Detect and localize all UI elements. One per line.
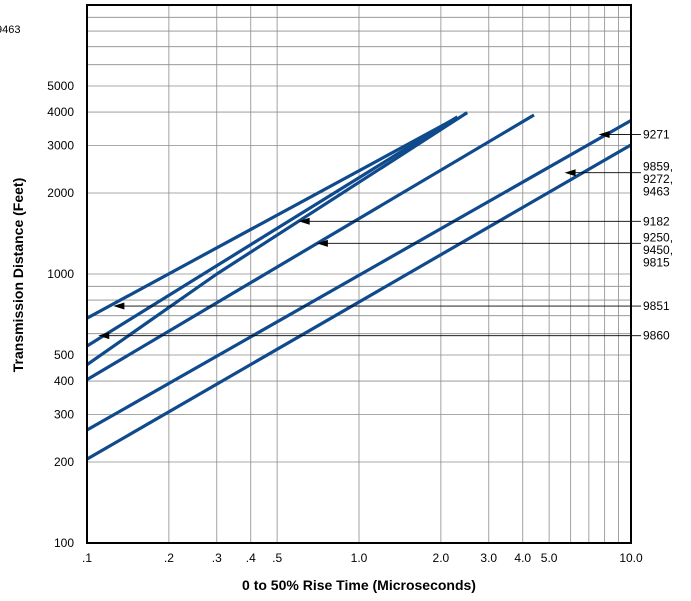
x-tick-label: 3.0 <box>480 551 497 565</box>
series-label: 9271 <box>643 128 670 142</box>
x-tick-label: .5 <box>272 551 282 565</box>
x-tick-label: 2.0 <box>433 551 450 565</box>
x-tick-label: 4.0 <box>514 551 531 565</box>
series-line <box>87 143 631 461</box>
series-label: 9851 <box>643 299 670 313</box>
series-label: 9250, 9450, 9815 <box>643 230 673 269</box>
y-tick-label: 4000 <box>47 105 74 119</box>
y-tick-label: 3000 <box>47 139 74 153</box>
x-tick-labels: .1 .2 .3 .4 .5 1.0 2.0 3.0 4.0 5.0 10.0 <box>82 551 643 565</box>
y-tick-label: 400 <box>54 374 74 388</box>
series-label: 9859, 9272, 9463 <box>643 160 673 199</box>
x-tick-label: 10.0 <box>619 551 643 565</box>
series-line <box>87 115 459 320</box>
arrowhead <box>298 217 310 225</box>
y-tick-label: 5000 <box>47 79 74 93</box>
y-tick-label: 300 <box>54 408 74 422</box>
arrowhead <box>316 239 328 247</box>
arrowhead <box>598 131 610 139</box>
arrowhead <box>98 332 110 340</box>
y-tick-label: 1000 <box>47 267 74 281</box>
y-tick-label: 100 <box>54 536 74 550</box>
callout-arrows <box>98 131 641 340</box>
series-label: 9860 <box>643 329 670 343</box>
plot-frame <box>86 4 632 544</box>
y-tick-label: 500 <box>54 348 74 362</box>
x-tick-label: .2 <box>164 551 174 565</box>
series-line <box>87 115 459 348</box>
x-tick-label: .3 <box>212 551 222 565</box>
series-line <box>87 119 631 432</box>
y-axis-title: Transmission Distance (Feet) <box>10 178 26 373</box>
series-labels: 9271 9859, 9272, 9463 9182 9250, 9450, 9815 9851… <box>643 128 673 343</box>
series-label: 9182 <box>643 214 670 228</box>
x-tick-label: 1.0 <box>351 551 368 565</box>
x-tick-label: .1 <box>82 551 92 565</box>
series-line <box>87 113 535 381</box>
corner-text: 9463 <box>0 24 20 36</box>
y-tick-labels: 100 200 300 400 500 1000 2000 3000 4000 5000 <box>47 79 74 550</box>
y-tick-label: 200 <box>54 455 74 469</box>
x-tick-label: .4 <box>246 551 256 565</box>
x-axis-title: 0 to 50% Rise Time (Microseconds) <box>242 577 476 593</box>
x-tick-label: 5.0 <box>541 551 558 565</box>
grid <box>87 5 631 543</box>
arrowhead <box>113 302 125 310</box>
arrowhead <box>564 169 576 177</box>
y-tick-label: 2000 <box>47 186 74 200</box>
series-line <box>87 111 469 367</box>
